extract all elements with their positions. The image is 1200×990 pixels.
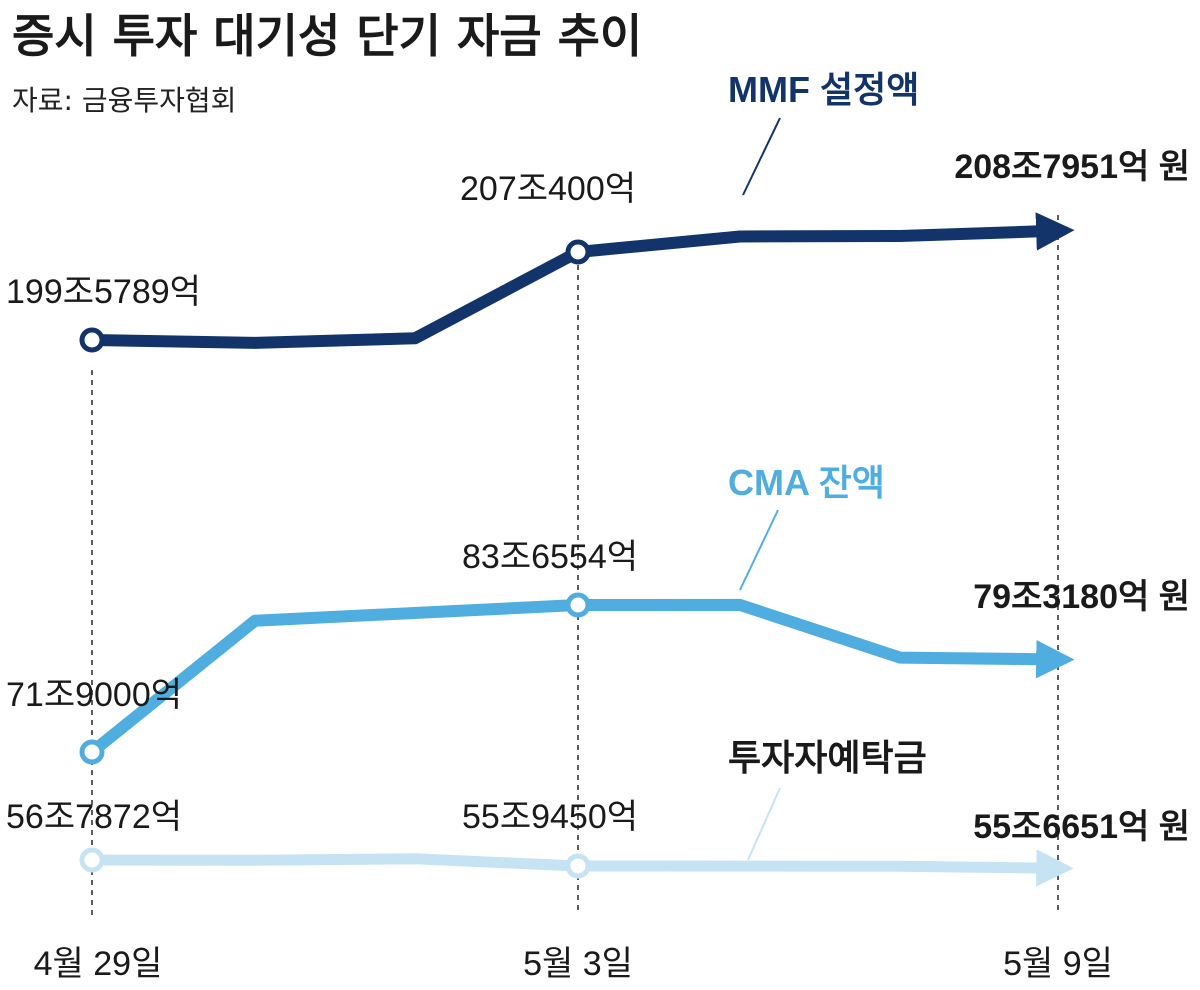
mmf-label-apr29: 199조5789억: [6, 273, 201, 311]
mmf-point-may3: [565, 239, 591, 265]
series-line-cma: [88, 598, 1075, 757]
mmf-point-apr29: [79, 327, 105, 353]
x-tick-may3: 5월 3일: [523, 945, 633, 983]
mmf-series-name: MMF 설정액: [728, 69, 919, 110]
cma-point-apr29: [79, 739, 105, 765]
cma-label-may9: 79조3180억 원: [973, 578, 1190, 616]
series-line-deposit: [91, 849, 1074, 887]
cma-series-name: CMA 잔액: [728, 462, 885, 503]
deposit-label-may9: 55조6651억 원: [973, 808, 1190, 846]
x-tick-may9: 5월 9일: [1003, 945, 1113, 983]
chart-title: 증시 투자 대기성 단기 자금 추이: [12, 9, 642, 63]
deposit-point-may3: [565, 853, 591, 879]
mmf-label-may3: 207조400억: [460, 170, 636, 208]
deposit-callout-line: [747, 787, 781, 861]
deposit-label-apr29: 56조7872억: [6, 798, 182, 836]
cma-point-may3: [565, 592, 591, 618]
series-line-mmf: [91, 212, 1075, 349]
x-tick-apr29: 4월 29일: [34, 945, 163, 983]
cma-callout-line: [739, 509, 779, 591]
deposit-series-name: 투자자예탁금: [728, 738, 927, 779]
cma-label-apr29: 71조9000억: [6, 676, 182, 714]
cma-label-may3: 83조6554억: [462, 538, 638, 576]
chart-subtitle: 자료: 금융투자협회: [12, 84, 236, 117]
deposit-label-may3: 55조9450억: [462, 798, 638, 836]
deposit-point-apr29: [79, 847, 105, 873]
mmf-label-may9: 208조7951억 원: [954, 148, 1190, 186]
mmf-callout-line: [742, 117, 781, 196]
